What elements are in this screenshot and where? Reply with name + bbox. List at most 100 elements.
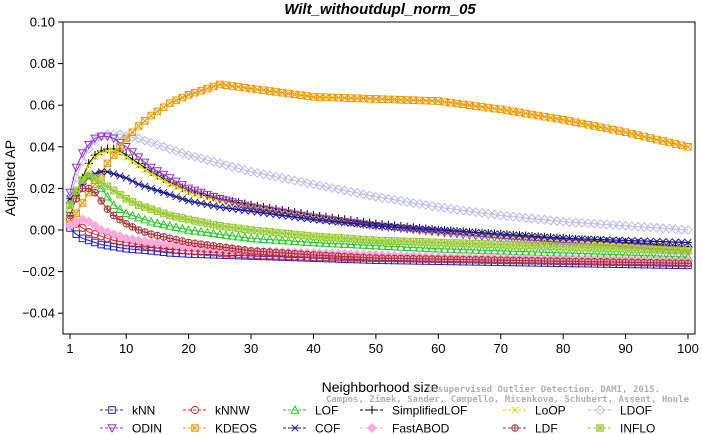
data-point [322, 233, 330, 241]
data-point [153, 173, 162, 181]
data-point [208, 228, 219, 238]
data-point [640, 245, 649, 254]
data-point [621, 258, 630, 266]
data-point [228, 223, 237, 232]
data-point [115, 138, 125, 148]
legend-label: COF [315, 422, 340, 434]
data-point [265, 234, 275, 244]
data-point [408, 197, 419, 208]
data-point [239, 165, 250, 176]
data-point [578, 257, 586, 266]
data-point [515, 256, 524, 265]
data-point [103, 159, 112, 168]
data-point [228, 205, 237, 213]
data-point [191, 88, 199, 97]
data-point [203, 84, 212, 93]
data-point [190, 225, 200, 235]
data-point [490, 240, 499, 249]
data-point [352, 187, 363, 198]
data-point [166, 190, 174, 199]
data-point [221, 196, 231, 206]
data-point [153, 207, 162, 216]
series-COF [66, 168, 692, 247]
data-point [297, 250, 305, 258]
data-point [384, 254, 393, 263]
data-point [303, 231, 312, 240]
data-point [339, 217, 350, 227]
data-point [271, 235, 281, 244]
data-point [134, 226, 143, 234]
data-point [203, 200, 212, 209]
data-point [409, 237, 418, 246]
data-point [66, 211, 74, 220]
data-point [334, 218, 343, 226]
data-point [540, 257, 549, 265]
data-point [596, 244, 605, 252]
data-point [284, 212, 293, 220]
data-point [189, 151, 200, 162]
data-point [177, 148, 188, 159]
data-point [659, 137, 667, 145]
data-point [545, 237, 556, 247]
data-point [322, 217, 330, 225]
data-point [227, 230, 238, 240]
data-point [664, 223, 675, 234]
data-point [122, 134, 130, 143]
data-point [372, 236, 380, 245]
data-point [308, 179, 319, 190]
data-point [78, 199, 87, 207]
data-point [496, 240, 505, 249]
data-point [196, 226, 206, 236]
data-point [141, 166, 149, 174]
data-point [240, 201, 250, 211]
data-point [233, 199, 244, 209]
data-point [178, 195, 187, 203]
data-point [197, 199, 205, 208]
legend-item-FastABOD: FastABOD [360, 422, 450, 434]
data-point [415, 255, 424, 263]
data-point [315, 232, 324, 241]
data-point [178, 93, 187, 102]
data-point [171, 222, 181, 232]
data-point [127, 148, 138, 157]
data-point [508, 211, 519, 222]
data-point [91, 153, 99, 161]
data-point [141, 182, 149, 190]
data-point [302, 237, 312, 246]
data-point [191, 198, 199, 206]
data-point [146, 216, 156, 226]
data-point [328, 233, 336, 242]
data-point [208, 156, 219, 167]
data-point [121, 233, 132, 244]
data-point [283, 235, 294, 245]
data-point [72, 230, 81, 238]
legend-label: LOF [315, 404, 338, 418]
x-tick-label: 20 [181, 341, 195, 356]
data-point [671, 246, 680, 255]
data-point [646, 245, 655, 254]
data-point [178, 237, 187, 245]
data-point [122, 220, 130, 228]
data-point [222, 204, 230, 212]
data-point [340, 234, 349, 243]
data-point [216, 222, 224, 230]
data-point [389, 223, 400, 233]
data-point [458, 205, 469, 216]
data-point [383, 223, 394, 233]
data-point [665, 246, 674, 254]
data-point [265, 210, 274, 218]
data-point [445, 203, 456, 214]
legend-swatch-marker [366, 422, 378, 434]
data-point [177, 223, 188, 233]
data-point [102, 132, 113, 142]
data-point [308, 237, 319, 247]
data-point [297, 214, 305, 222]
data-point [166, 180, 174, 188]
data-point [483, 208, 494, 219]
legend-item-kNN: kNN [100, 404, 155, 418]
data-point [166, 234, 174, 243]
data-point [240, 232, 250, 242]
y-axis-label: Adjusted AP [2, 140, 18, 216]
data-point [147, 170, 155, 178]
legend-label: kNNW [215, 404, 250, 418]
